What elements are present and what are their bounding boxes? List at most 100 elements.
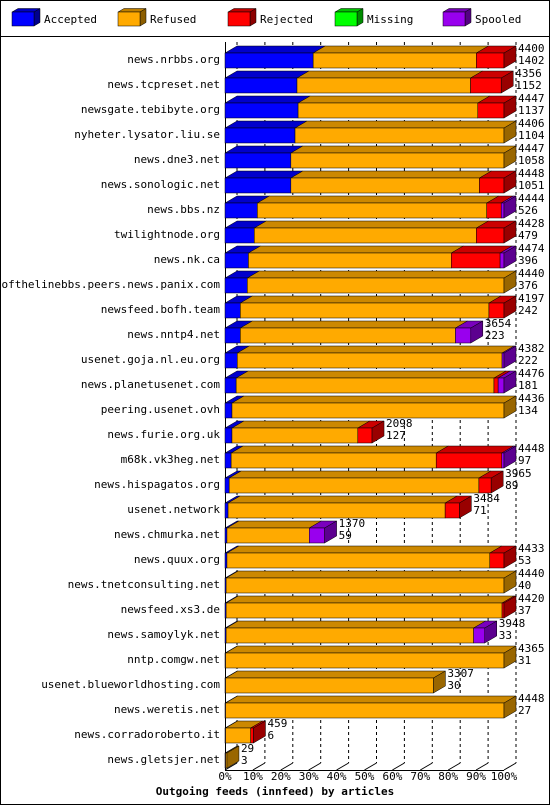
bar-segment-front <box>296 77 471 94</box>
total-label: 4197 <box>518 292 545 305</box>
bar-side <box>503 95 517 119</box>
bar-segment-front <box>476 227 505 244</box>
y-tick-label: peering.usenet.ovh <box>101 403 220 416</box>
y-tick-label: endofthelinebbs.peers.news.panix.com <box>0 278 220 291</box>
bar-segment <box>224 45 327 69</box>
bar-side <box>433 670 446 694</box>
bar-segment-top <box>235 370 507 379</box>
y-tick-label: usenet.goja.nl.eu.org <box>81 353 220 366</box>
bar-segment <box>246 270 517 294</box>
bar-segment-front <box>226 527 310 544</box>
bar-segment <box>224 345 251 369</box>
accepted-label: 242 <box>518 304 538 317</box>
bar-segment-top <box>231 395 517 404</box>
x-tick <box>475 762 489 771</box>
bar-segment-front <box>224 452 232 469</box>
bar-segment-front <box>497 377 505 394</box>
y-tick-label: news.weretis.net <box>114 703 220 716</box>
total-label: 1370 <box>339 517 366 530</box>
bar-segment-front <box>224 127 296 144</box>
x-tick-label: 0% <box>218 770 232 783</box>
legend-label: Rejected <box>260 13 313 26</box>
total-label: 4476 <box>518 367 545 380</box>
bar-segment-top <box>312 45 490 54</box>
bar-segment-front <box>455 327 472 344</box>
bar-segment <box>256 195 500 219</box>
bar-segment-front <box>224 177 292 194</box>
bar-side <box>484 620 497 644</box>
legend-swatch <box>117 8 147 27</box>
y-tick-label: newsfeed.xs3.de <box>121 603 220 616</box>
bar-segment-top <box>228 470 492 479</box>
bar-side <box>371 420 385 444</box>
total-label: 459 <box>267 717 287 730</box>
accepted-label: 1137 <box>518 104 545 117</box>
bar-segment-front <box>225 577 505 594</box>
total-label: 4448 <box>518 442 545 455</box>
bar-segment-front <box>476 52 505 69</box>
accepted-label: 27 <box>518 704 531 717</box>
bar-segment <box>454 320 484 344</box>
bar-segment-front <box>477 102 505 119</box>
bar-segment-top <box>289 145 517 154</box>
bar-segment <box>231 395 517 419</box>
bar-segment <box>224 645 517 669</box>
x-tick <box>503 762 517 771</box>
bar-segment <box>224 120 308 144</box>
bar-segment-front <box>501 352 505 369</box>
bar-segment <box>236 345 515 369</box>
bar-segment-front <box>501 602 505 619</box>
bar-segment <box>444 495 473 519</box>
y-tick-label: twilightnode.org <box>114 228 220 241</box>
total-label: 4448 <box>518 167 545 180</box>
y-tick-label: news.nntp4.net <box>127 328 220 341</box>
bar-segment-front <box>224 77 298 94</box>
bar-segment-front <box>226 552 491 569</box>
y-tick-label: news.hispagatos.org <box>94 478 220 491</box>
bar-segment-front <box>228 477 480 494</box>
bar-segment <box>224 145 304 169</box>
accepted-label: 1152 <box>515 79 542 92</box>
accepted-label: 134 <box>518 404 538 417</box>
total-label: 4406 <box>518 117 545 130</box>
total-label: 3965 <box>505 467 532 480</box>
accepted-label: 127 <box>386 429 406 442</box>
legend-swatch-front <box>334 11 358 27</box>
bar-segment-front <box>309 527 325 544</box>
bar-side <box>503 120 517 144</box>
bar-side <box>503 145 517 169</box>
legend-swatch <box>334 8 364 27</box>
bar-segment <box>231 420 371 444</box>
x-tick-label: 80% <box>438 770 458 783</box>
bar-segment-front <box>435 452 503 469</box>
accepted-label: 71 <box>473 504 486 517</box>
accepted-label: 30 <box>447 679 460 692</box>
bar-segment <box>294 120 517 144</box>
bar-side <box>253 720 266 744</box>
total-label: 4382 <box>518 342 545 355</box>
total-label: 4428 <box>518 217 545 230</box>
bar-segment-top <box>224 695 517 704</box>
bar-segment-front <box>240 302 490 319</box>
bar-segment-front <box>230 452 437 469</box>
total-label: 4400 <box>518 42 545 55</box>
x-tick <box>308 762 321 771</box>
bar-side <box>500 70 514 94</box>
bar-side <box>490 470 504 494</box>
bar-segment-top <box>224 95 312 104</box>
y-tick-label: news.tnetconsulting.net <box>68 578 220 591</box>
bar-segment-front <box>224 427 233 444</box>
bar-segment-top <box>296 70 484 79</box>
y-tick-label: usenet.network <box>127 503 220 516</box>
bar-segment-front <box>500 202 505 219</box>
total-label: 4436 <box>518 392 545 405</box>
accepted-label: 31 <box>518 654 531 667</box>
bar-segment-front <box>248 252 452 269</box>
y-tick-label: news.corradoroberto.it <box>74 728 220 741</box>
legend-swatch-front <box>442 11 466 27</box>
bar-segment-top <box>225 620 487 629</box>
bar-segment-front <box>312 52 477 69</box>
bar-segment-front <box>225 677 434 694</box>
bar-segment <box>224 695 517 719</box>
